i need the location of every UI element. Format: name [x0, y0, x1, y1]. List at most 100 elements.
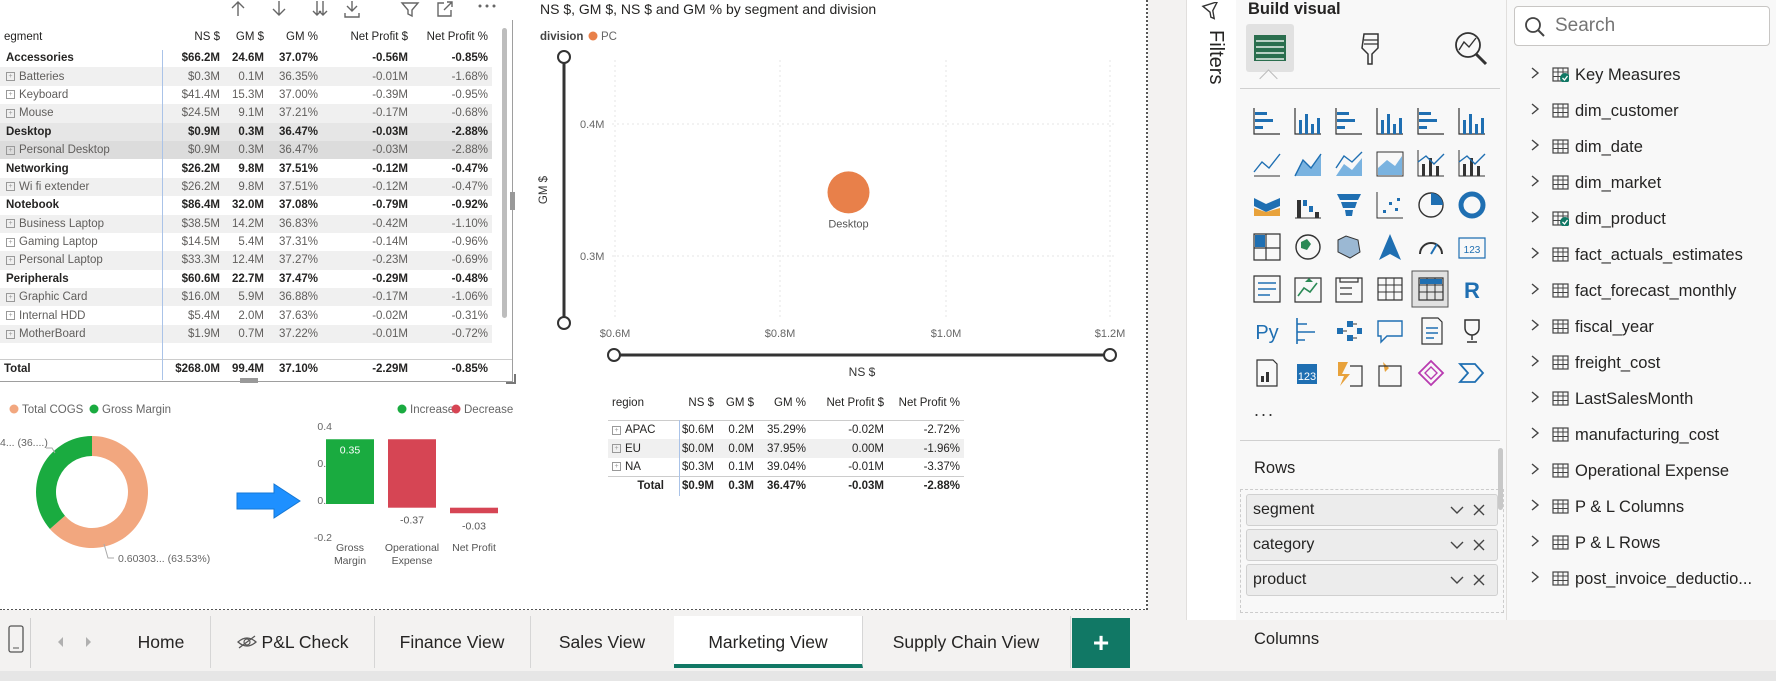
expand-row-icon[interactable]: +	[6, 219, 15, 229]
page-tab[interactable]: Sales View	[530, 616, 675, 668]
donut-legend-cogs[interactable]: Total COGS	[22, 404, 84, 416]
matrix-row[interactable]: + Gaming Laptop $14.5M 5.4M 37.31% -0.14M -0.9…	[0, 233, 492, 251]
qa-icon[interactable]	[1377, 320, 1403, 344]
metrics-icon[interactable]	[1464, 319, 1480, 343]
data-table-item[interactable]: fact_forecast_monthly	[1530, 278, 1736, 304]
x-zoom-handle-left[interactable]	[607, 348, 621, 362]
expand-row-icon[interactable]: +	[6, 90, 15, 100]
rows-well[interactable]	[1240, 489, 1504, 613]
col-header-segment[interactable]: egment	[4, 31, 43, 43]
data-table-item[interactable]: Key Measures	[1530, 62, 1680, 88]
funnel-icon[interactable]	[1337, 194, 1361, 216]
region-col-gm[interactable]: GM $	[725, 397, 754, 409]
expand-row-icon[interactable]: +	[6, 329, 15, 339]
matrix-row[interactable]: + Batteries $0.3M 0.1M 36.35% -0.01M -1.68%	[0, 67, 492, 86]
data-table-item[interactable]: dim_market	[1530, 170, 1661, 196]
matrix-segment-row[interactable]: Peripherals $60.6M 22.7M 37.47% -0.29M -0.48%	[0, 270, 492, 288]
ribbon-icon[interactable]	[1376, 151, 1404, 177]
clustered-column-icon[interactable]	[1376, 108, 1403, 135]
data-table-item[interactable]: fact_actuals_estimates	[1530, 242, 1743, 268]
expand-chevron-icon[interactable]	[1530, 386, 1544, 412]
stacked-area-icon[interactable]	[1335, 151, 1363, 176]
matrix-segment-row[interactable]: Notebook $86.4M 32.0M 37.08% -0.79M -0.92%	[0, 196, 492, 214]
scatter-legend-pc[interactable]: PC	[601, 31, 617, 43]
donut-slice-gross-margin[interactable]	[35, 436, 92, 529]
smart-narrative-icon[interactable]	[1421, 317, 1443, 345]
donut-icon[interactable]	[1458, 191, 1486, 219]
expand-chevron-icon[interactable]	[1530, 458, 1544, 484]
region-col-gm-pct[interactable]: GM %	[774, 397, 806, 409]
kpi-icon[interactable]	[1294, 277, 1322, 303]
page-tab[interactable]: Home	[112, 616, 211, 668]
data-table-item[interactable]: manufacturing_cost	[1530, 422, 1719, 448]
expand-chevron-icon[interactable]	[1530, 206, 1544, 232]
python-visual-icon[interactable]: Py	[1255, 322, 1278, 344]
line-stacked-column-icon[interactable]	[1458, 150, 1486, 177]
region-row[interactable]: + NA $0.3M 0.1M 39.04% -0.01M -3.37%	[608, 458, 964, 477]
data-table-item[interactable]: P & L Rows	[1530, 530, 1660, 556]
search-input[interactable]	[1553, 11, 1757, 41]
page-tab[interactable]: Supply Chain View	[862, 616, 1071, 668]
power-automate-icon[interactable]	[1338, 362, 1363, 387]
expand-chevron-icon[interactable]	[1530, 62, 1544, 88]
tab-scroll-arrows[interactable]	[54, 634, 94, 650]
matrix-row[interactable]: + Graphic Card $16.0M 5.9M 36.88% -0.17M -1.06…	[0, 288, 492, 307]
arcgis-icon[interactable]	[1378, 362, 1402, 387]
matrix-row[interactable]: + Personal Laptop $33.3M 12.4M 37.27% -0.23M -…	[0, 251, 492, 270]
matrix-row[interactable]: + Keyboard $41.4M 15.3M 37.00% -0.39M -0.95%	[0, 86, 492, 104]
resize-handle-right[interactable]	[510, 192, 515, 210]
y-zoom-handle-top[interactable]	[557, 50, 571, 64]
region-col-region[interactable]: region	[612, 397, 644, 409]
expand-chevron-icon[interactable]	[1530, 98, 1544, 124]
expand-chevron-icon[interactable]	[1530, 242, 1544, 268]
format-visual-icon[interactable]	[1354, 28, 1390, 68]
region-table[interactable]: region NS $ GM $ GM % Net Profit $ Net P…	[608, 386, 968, 496]
add-page-button[interactable]: +	[1072, 618, 1130, 668]
col-header-ns[interactable]: NS $	[194, 31, 220, 43]
azure-map-icon[interactable]	[1379, 234, 1401, 260]
y-zoom-handle-bottom[interactable]	[557, 316, 571, 330]
expand-row-icon[interactable]: +	[6, 292, 15, 302]
matrix-row[interactable]: + MotherBoard $1.9M 0.7M 37.22% -0.01M -0.72%	[0, 324, 492, 344]
stacked-column-icon[interactable]	[1294, 108, 1321, 135]
matrix-row[interactable]: + Internal HDD $5.4M 2.0M 37.63% -0.02M -0.31%	[0, 306, 492, 324]
search-box[interactable]	[1514, 6, 1770, 46]
analytics-icon[interactable]	[1450, 28, 1492, 68]
filters-pane[interactable]: Filters	[1186, 0, 1238, 620]
expand-row-icon[interactable]: +	[6, 72, 15, 82]
viz-pane-scrollbar[interactable]	[1498, 448, 1503, 510]
more-visuals-icon[interactable]: ...	[1254, 400, 1276, 420]
diamond-icon[interactable]	[1417, 359, 1445, 387]
expand-chevron-icon[interactable]	[1530, 530, 1544, 556]
field-pill-category[interactable]: category	[1246, 529, 1498, 561]
scatter-chart[interactable]: NS $, GM $, NS $ and GM % by segment and…	[530, 0, 1140, 385]
col-header-net-profit[interactable]: Net Profit $	[350, 31, 408, 43]
matrix-row[interactable]: + Business Laptop $38.5M 14.2M 36.83% -0.42M -…	[0, 214, 492, 233]
col-header-gm-pct[interactable]: GM %	[286, 31, 318, 43]
field-pill-product[interactable]: product	[1246, 564, 1498, 596]
filled-map-icon[interactable]	[1337, 235, 1361, 259]
scatter-icon[interactable]	[1376, 192, 1403, 219]
wf-bar-2[interactable]	[450, 507, 498, 514]
wf-legend-decrease[interactable]: Decrease	[464, 404, 513, 416]
col-header-net-profit-pct[interactable]: Net Profit %	[426, 31, 488, 43]
clustered-bar-icon[interactable]	[1335, 108, 1362, 135]
donut-slice-total-cogs[interactable]	[49, 436, 149, 548]
expand-chevron-icon[interactable]	[1530, 170, 1544, 196]
line-clustered-column-icon[interactable]	[1417, 150, 1445, 177]
expand-chevron-icon[interactable]	[1530, 566, 1544, 592]
data-table-item[interactable]: post_invoice_deductio...	[1530, 566, 1752, 592]
donut-chart[interactable]: Total COGS Gross Margin 4... (36....) 0.…	[0, 396, 240, 596]
expand-row-icon[interactable]: +	[6, 311, 15, 321]
page-tab[interactable]: P&L Check	[210, 616, 375, 668]
expand-row-icon[interactable]: +	[612, 425, 621, 435]
matrix-row[interactable]: + Personal Desktop $0.9M 0.3M 36.47% -0.03M -2…	[0, 140, 492, 160]
matrix-row[interactable]: + Mouse $24.5M 9.1M 37.21% -0.17M -0.68%	[0, 104, 492, 123]
key-influencers-icon[interactable]	[1296, 318, 1315, 344]
power-apps-icon[interactable]: 123	[1297, 364, 1317, 384]
card-icon[interactable]: 123	[1458, 237, 1486, 259]
region-col-net-profit[interactable]: Net Profit $	[826, 397, 884, 409]
ribbon-chart-icon[interactable]	[1254, 198, 1280, 216]
data-table-item[interactable]: dim_customer	[1530, 98, 1679, 124]
field-pill-segment[interactable]: segment	[1246, 494, 1498, 526]
